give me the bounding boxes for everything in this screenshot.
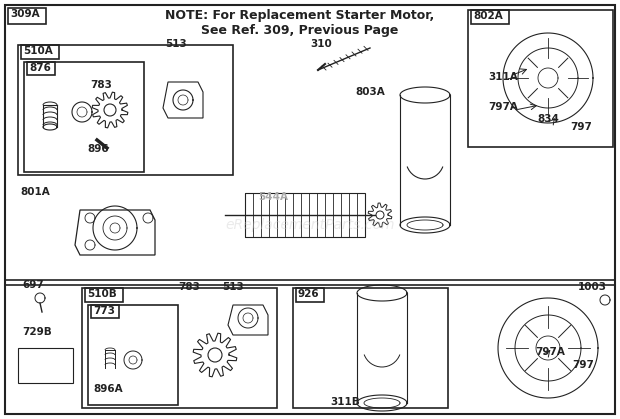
Text: eReplacementParts.com: eReplacementParts.com (225, 218, 395, 232)
Text: 926: 926 (298, 289, 320, 299)
Text: NOTE: For Replacement Starter Motor,
See Ref. 309, Previous Page: NOTE: For Replacement Starter Motor, See… (166, 9, 435, 37)
Bar (5, 285, 615, 414)
Text: 697: 697 (22, 280, 44, 290)
Bar (471, 10, 509, 24)
Bar (296, 288, 324, 302)
Text: 783: 783 (178, 282, 200, 292)
Text: 797: 797 (572, 360, 594, 370)
Text: 896: 896 (87, 144, 108, 154)
Bar (21, 45, 59, 59)
Bar (293, 288, 448, 408)
Text: 513: 513 (222, 282, 244, 292)
Text: 797A: 797A (488, 102, 518, 112)
Text: 729B: 729B (22, 327, 51, 337)
Text: 896A: 896A (93, 384, 123, 394)
Bar (85, 288, 123, 302)
Text: 544A: 544A (258, 192, 288, 202)
Text: 309A: 309A (10, 9, 40, 19)
Text: 1003: 1003 (578, 282, 607, 292)
Bar (18, 348, 73, 383)
Bar (24, 62, 144, 172)
Bar (88, 305, 178, 405)
Text: 803A: 803A (355, 87, 385, 97)
Text: 510A: 510A (23, 46, 53, 56)
Bar (82, 288, 277, 408)
Text: 797: 797 (570, 122, 592, 132)
Bar (8, 8, 46, 24)
Bar (5, 5, 615, 280)
Text: 311A: 311A (488, 72, 518, 82)
Bar (91, 305, 119, 318)
Text: 311B: 311B (330, 397, 360, 407)
Text: 876: 876 (29, 63, 51, 73)
Bar (18, 45, 233, 175)
Bar (468, 10, 613, 147)
Bar (245, 193, 365, 237)
Text: 802A: 802A (473, 11, 503, 21)
Text: 310: 310 (310, 39, 332, 49)
Text: 797A: 797A (535, 347, 565, 357)
Text: 513: 513 (165, 39, 187, 49)
Text: 510B: 510B (87, 289, 117, 299)
Text: 834: 834 (537, 114, 559, 124)
Text: 773: 773 (93, 306, 115, 316)
Bar (27, 62, 55, 75)
Text: 801A: 801A (20, 187, 50, 197)
Text: 783: 783 (90, 80, 112, 90)
